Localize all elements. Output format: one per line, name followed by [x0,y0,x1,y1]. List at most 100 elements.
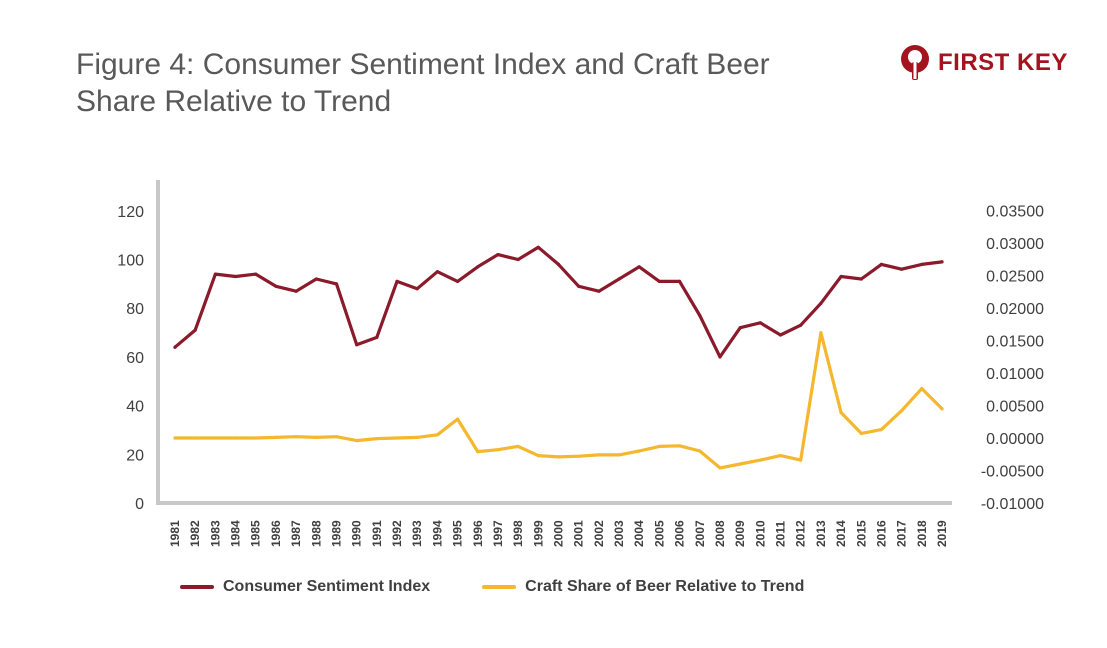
data-point-craft-share [900,409,904,413]
data-point-craft-share [536,454,540,458]
data-point-sentiment [879,262,884,266]
data-point-craft-share [314,435,318,439]
data-point-sentiment [577,284,581,288]
data-point-sentiment [375,335,379,339]
x-tick-label: 1999 [531,520,545,547]
data-point-craft-share [698,449,702,453]
data-point-sentiment [254,272,258,276]
data-point-craft-share [193,436,197,440]
data-point-craft-share [213,436,217,440]
y-left-tick-label: 80 [126,301,144,318]
chart-lines [173,245,944,470]
y-right-tick-label: 0.01500 [986,334,1044,351]
legend-item-craft-share: Craft Share of Beer Relative to Trend [482,578,804,596]
x-tick-label: 1994 [430,520,444,547]
x-tick-label: 2004 [632,520,646,547]
y-left-tick-label: 0 [135,496,144,513]
data-point-craft-share [234,436,238,440]
data-point-craft-share [758,458,762,462]
x-tick-label: 2010 [753,520,767,547]
data-point-sentiment [678,279,682,283]
data-point-sentiment [778,333,783,337]
y-right-tick-label: 0.00500 [986,399,1044,416]
data-point-sentiment [355,343,359,347]
x-tick-label: 1993 [410,520,424,547]
brand-logo: FIRST KEY [898,44,1068,82]
x-tick-label: 1996 [471,520,485,547]
x-tick-label: 1987 [289,520,303,547]
data-point-sentiment [476,265,480,269]
data-point-craft-share [879,428,884,432]
x-tick-label: 2000 [552,520,566,547]
data-point-craft-share [173,436,177,440]
legend-label-craft-share: Craft Share of Beer Relative to Trend [525,578,805,595]
data-point-sentiment [940,260,944,264]
x-tick-label: 2007 [693,520,707,547]
x-tick-label: 1986 [269,520,283,547]
data-point-sentiment [456,279,460,283]
legend-swatch-craft-share [482,585,517,589]
y-right-tick-label: 0.03000 [986,236,1044,253]
data-point-sentiment [193,328,197,332]
y-right-tick-label: 0.02000 [986,301,1044,318]
x-tick-label: 2018 [915,520,929,547]
data-point-craft-share [254,436,258,440]
y-right-tick-label: -0.01000 [981,496,1044,513]
x-tick-label: 1989 [329,520,343,547]
x-tick-label: 1990 [350,520,364,547]
data-point-sentiment [556,262,561,266]
data-point-craft-share [617,453,621,457]
data-point-craft-share [657,444,662,448]
data-point-sentiment [657,279,662,283]
data-point-sentiment [516,257,520,262]
x-tick-label: 2015 [854,520,868,547]
data-point-craft-share [375,437,379,441]
x-tick-label: 1995 [451,520,465,547]
data-point-craft-share [556,455,561,459]
x-tick-label: 2002 [592,520,606,547]
data-point-craft-share [274,435,278,439]
x-tick-label: 2001 [572,520,586,547]
data-point-craft-share [577,454,581,458]
data-point-craft-share [637,449,641,453]
data-point-craft-share [496,448,500,452]
data-point-sentiment [617,277,621,281]
data-point-craft-share [799,458,803,462]
x-tick-label: 2019 [935,520,949,547]
y-left-tick-label: 120 [117,204,144,221]
data-point-sentiment [334,282,339,286]
data-point-sentiment [799,323,803,327]
legend-item-sentiment: Consumer Sentiment Index [180,578,430,596]
x-tick-label: 2011 [774,521,788,547]
x-tick-label: 2009 [733,520,747,547]
data-point-sentiment [173,345,177,349]
x-tick-label: 2005 [652,520,666,547]
data-point-sentiment [859,277,863,281]
x-tick-label: 2006 [673,520,687,547]
x-tick-label: 1983 [208,520,222,547]
data-point-sentiment [637,265,641,269]
data-point-sentiment [819,301,823,305]
x-tick-label: 1997 [491,520,505,547]
first-key-logo-icon [901,45,929,80]
data-point-sentiment [758,321,762,325]
chart-axes: 0 20 40 60 80 100 120 -0.01000 -0.00500 0.00000 0.… [117,180,1044,547]
data-point-craft-share [415,435,419,439]
x-tick-label: 2008 [713,520,727,547]
x-tick-label: 1984 [229,520,243,547]
data-point-sentiment [839,274,843,279]
data-point-craft-share [395,436,399,440]
brand-name: FIRST KEY [938,49,1068,76]
data-point-craft-share [516,444,520,448]
data-point-craft-share [738,462,742,466]
data-point-sentiment [274,284,278,288]
x-tick-label: 1982 [188,520,202,547]
data-point-craft-share [819,331,823,335]
y-right-tick-label: 0.03500 [986,204,1044,221]
y-right-tick-label: 0.00000 [986,431,1044,448]
x-tick-label: 1991 [370,520,384,547]
y-left-tick-label: 100 [117,253,144,270]
data-point-craft-share [678,444,682,448]
y-left-tick-label: 20 [126,447,144,464]
